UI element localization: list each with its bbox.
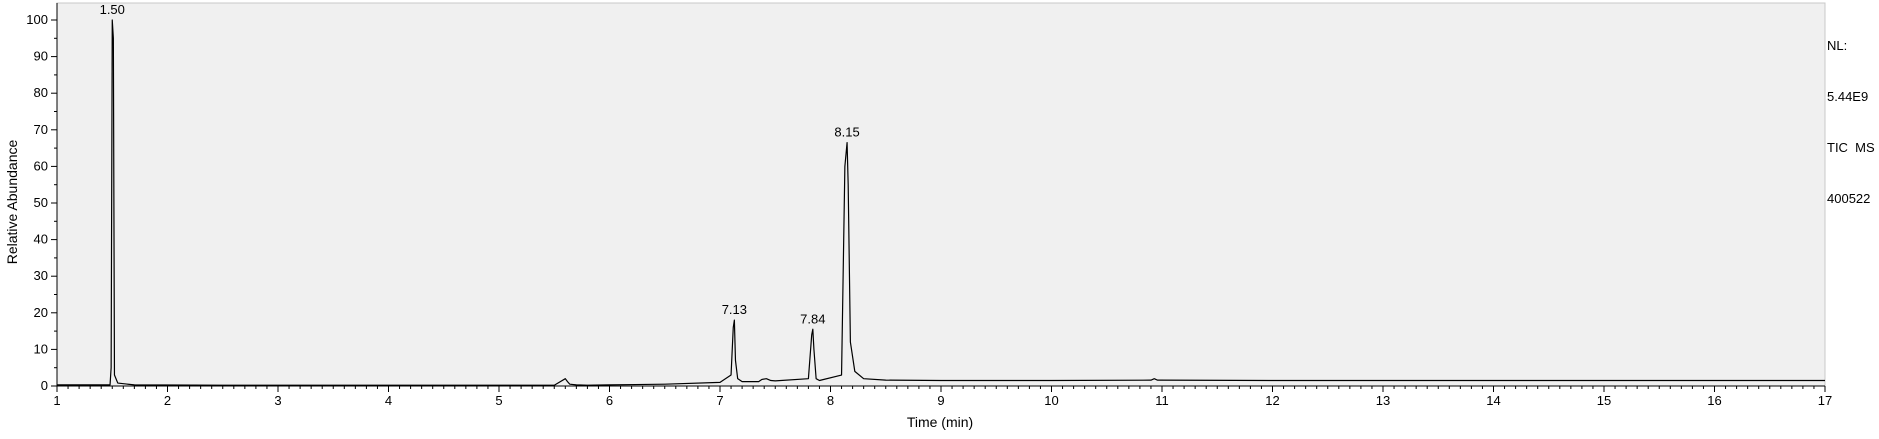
- y-tick-label: 50: [34, 195, 48, 210]
- sample-name: 400522: [1827, 191, 1871, 206]
- x-tick-label: 14: [1486, 393, 1500, 408]
- x-axis: 1 2 3 4 5 6 7 8 9 10 11 12 13 14 15 16 17: [53, 385, 1832, 408]
- x-tick-label: 12: [1265, 393, 1279, 408]
- y-tick-label: 100: [26, 12, 48, 27]
- peak-label: 7.84: [800, 311, 825, 326]
- plot-area: [56, 2, 1826, 387]
- x-tick-label: 10: [1044, 393, 1058, 408]
- y-tick-label: 70: [34, 122, 48, 137]
- y-tick-label: 60: [34, 158, 48, 173]
- x-tick-label: 3: [274, 393, 281, 408]
- x-tick-label: 17: [1818, 393, 1832, 408]
- peak-labels: 1.50 7.13 7.84 8.15: [100, 2, 860, 326]
- trace-layer: [57, 19, 1825, 386]
- y-tick-label: 0: [41, 378, 48, 393]
- nl-label: NL:: [1827, 38, 1848, 53]
- y-tick-label: 80: [34, 85, 48, 100]
- peak-label: 7.13: [722, 302, 747, 317]
- peak-label: 1.50: [100, 2, 125, 17]
- peak-label: 8.15: [834, 125, 859, 140]
- nl-value: 5.44E9: [1827, 89, 1869, 104]
- y-tick-label: 20: [34, 305, 48, 320]
- y-tick-label: 40: [34, 232, 48, 247]
- tic-trace-line: [57, 19, 1825, 386]
- y-tick-label: 90: [34, 49, 48, 64]
- x-tick-label: 2: [164, 393, 171, 408]
- x-tick-label: 16: [1707, 393, 1721, 408]
- x-tick-label: 11: [1155, 393, 1169, 408]
- scan-info: NL: 5.44E9 TIC MS 400522: [1827, 3, 1875, 224]
- x-axis-title: Time (min): [907, 414, 973, 430]
- y-axis: 0 10 20 30 40 50 60 70 80 90 100: [26, 3, 58, 393]
- x-tick-label: 15: [1597, 393, 1611, 408]
- y-axis-title: Relative Abundance: [4, 140, 20, 265]
- x-tick-label: 5: [495, 393, 502, 408]
- x-tick-label: 1: [53, 393, 60, 408]
- y-tick-label: 10: [34, 341, 48, 356]
- y-tick-label: 30: [34, 268, 48, 283]
- x-tick-label: 6: [606, 393, 613, 408]
- x-tick-label: 4: [385, 393, 392, 408]
- x-tick-label: 8: [827, 393, 834, 408]
- x-tick-label: 13: [1376, 393, 1390, 408]
- trace-filter: TIC MS: [1827, 140, 1875, 155]
- x-tick-label: 9: [937, 393, 944, 408]
- x-tick-label: 7: [716, 393, 723, 408]
